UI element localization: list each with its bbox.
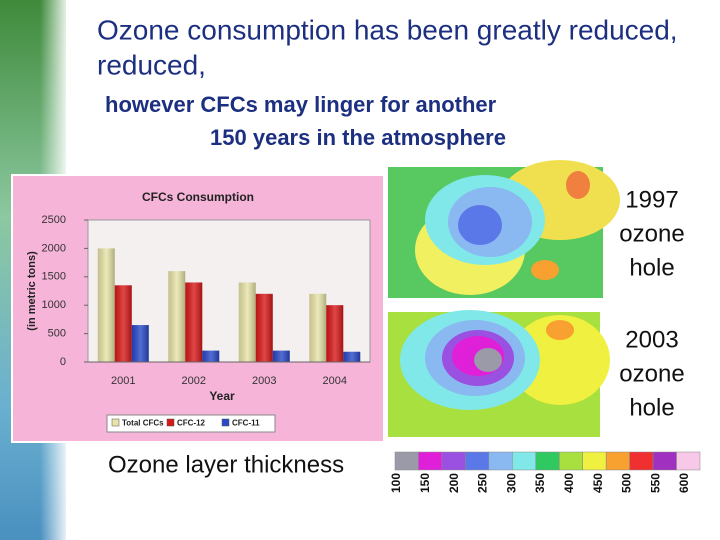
bar-shade	[202, 350, 220, 362]
slide-title-2: reduced,	[97, 49, 206, 80]
scale-cell	[629, 451, 654, 471]
y-tick-label: 1000	[42, 299, 66, 311]
legend-box	[106, 414, 276, 433]
bar-shade	[114, 285, 132, 362]
y-tick-label: 0	[60, 356, 66, 368]
scale-tick-label: 350	[533, 473, 547, 493]
bar-shade	[97, 248, 115, 362]
y-axis-label: (in metric tons)	[26, 251, 38, 331]
x-axis-label: Year	[209, 389, 235, 403]
x-tick-label: 2004	[323, 375, 347, 387]
y-tick-label: 1500	[42, 271, 66, 283]
scale-cell	[512, 451, 537, 471]
image-label: 2003	[625, 326, 678, 353]
scale-tick-label: 550	[648, 473, 662, 493]
chart-title: CFCs Consumption	[142, 190, 254, 204]
scale-tick-label: 450	[591, 473, 605, 493]
bar-shade	[168, 271, 186, 362]
scale-cell	[418, 451, 443, 471]
bar-shade	[185, 282, 203, 362]
scale-cell	[558, 451, 583, 471]
scale-cell	[676, 451, 701, 471]
image-label: hole	[629, 394, 674, 421]
scale-cell	[605, 451, 630, 471]
scale-label: Ozone layer thickness	[108, 451, 344, 478]
slide-title: Ozone consumption has been greatly reduc…	[97, 14, 678, 45]
y-tick-label: 2000	[42, 242, 66, 254]
x-tick-label: 2001	[111, 375, 135, 387]
y-tick-label: 500	[48, 328, 66, 340]
scale-tick-label: 500	[620, 473, 634, 493]
subtitle: however CFCs may linger for another	[105, 92, 497, 117]
legend-label: Total CFCs	[122, 419, 164, 428]
legend-swatch	[111, 418, 120, 427]
image-label: hole	[629, 254, 674, 281]
image-label: ozone	[619, 220, 684, 247]
scale-cell	[582, 451, 607, 471]
legend-swatch	[221, 418, 230, 427]
y-tick-label: 2500	[42, 214, 66, 226]
x-tick-label: 2003	[252, 375, 276, 387]
legend-swatch	[166, 418, 175, 427]
bar-shade	[238, 282, 256, 362]
scale-cell	[535, 451, 560, 471]
legend-label: CFC-12	[177, 419, 206, 428]
ozone-image-1997	[388, 160, 620, 298]
scale-tick-label: 300	[504, 473, 518, 493]
scale-cell	[488, 451, 513, 471]
scale-cell	[441, 451, 466, 471]
scale-tick-label: 600	[677, 473, 691, 493]
bar-shade	[343, 351, 361, 362]
subtitle: 150 years in the atmosphere	[210, 125, 506, 150]
scale-tick-label: 150	[418, 473, 432, 493]
scale-cell	[394, 451, 419, 471]
scale-tick-label: 100	[389, 473, 403, 493]
bar-shade	[326, 305, 344, 362]
bar-shade	[272, 350, 290, 362]
image-label: 1997	[625, 186, 678, 213]
bar-shade	[255, 293, 273, 362]
scale-tick-label: 400	[562, 473, 576, 493]
scale-tick-label: 250	[476, 473, 490, 493]
ozone-image-2003	[388, 310, 610, 437]
legend-label: CFC-11	[232, 419, 260, 428]
scale-cell	[652, 451, 677, 471]
image-label: ozone	[619, 360, 684, 387]
scale-tick-label: 200	[447, 473, 461, 493]
scale-cell	[465, 451, 490, 471]
bar-shade	[309, 293, 327, 362]
bar-shade	[131, 325, 149, 362]
x-tick-label: 2002	[182, 375, 206, 387]
